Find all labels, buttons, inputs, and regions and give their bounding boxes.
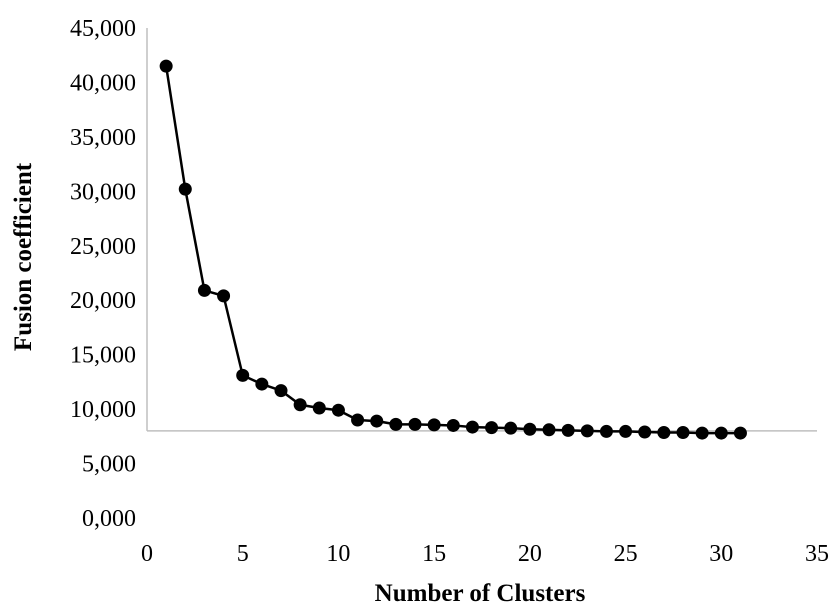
y-tick-label: 35,000 bbox=[70, 125, 136, 151]
y-axis-title: Fusion coefficient bbox=[10, 162, 37, 351]
data-point bbox=[638, 425, 652, 439]
data-point bbox=[178, 182, 192, 196]
y-tick-labels: 0,000 5,000 10,000 15,000 20,000 25,000 30,000… bbox=[70, 16, 136, 532]
data-point bbox=[695, 426, 709, 440]
data-point bbox=[217, 289, 231, 303]
x-tick-label: 30 bbox=[709, 541, 733, 567]
x-tick-label: 35 bbox=[805, 541, 829, 567]
data-point bbox=[370, 414, 384, 428]
data-point bbox=[236, 368, 250, 382]
data-point bbox=[255, 377, 269, 391]
x-tick-label: 20 bbox=[518, 541, 542, 567]
data-point bbox=[312, 401, 326, 415]
x-tick-label: 0 bbox=[141, 541, 153, 567]
data-point bbox=[197, 283, 211, 297]
data-point bbox=[408, 417, 422, 431]
data-point bbox=[542, 423, 556, 437]
data-point bbox=[274, 384, 288, 398]
data-point bbox=[504, 421, 518, 435]
series-line bbox=[164, 65, 741, 435]
data-points bbox=[159, 59, 747, 440]
y-tick-label: 5,000 bbox=[82, 452, 136, 478]
data-point bbox=[159, 59, 173, 73]
data-point bbox=[465, 420, 479, 434]
x-tick-label: 25 bbox=[614, 541, 638, 567]
y-tick-label: 10,000 bbox=[70, 397, 136, 423]
x-axis-title: Number of Clusters bbox=[375, 580, 586, 607]
data-point bbox=[446, 418, 460, 432]
x-tick-labels: 0 5 10 15 20 25 30 35 bbox=[141, 541, 829, 567]
y-tick-label: 25,000 bbox=[70, 234, 136, 260]
data-point bbox=[293, 398, 307, 412]
data-point bbox=[351, 413, 365, 427]
data-point bbox=[599, 424, 613, 438]
data-point bbox=[619, 424, 633, 438]
x-tick-label: 15 bbox=[422, 541, 446, 567]
data-point bbox=[389, 417, 403, 431]
x-tick-label: 5 bbox=[237, 541, 249, 567]
y-tick-label: 0,000 bbox=[82, 506, 136, 532]
x-tick-label: 10 bbox=[326, 541, 350, 567]
y-tick-label: 20,000 bbox=[70, 288, 136, 314]
data-point bbox=[561, 423, 575, 437]
data-point bbox=[331, 403, 345, 417]
y-tick-label: 30,000 bbox=[70, 179, 136, 205]
y-tick-label: 45,000 bbox=[70, 16, 136, 42]
data-point bbox=[580, 424, 594, 438]
data-point bbox=[523, 422, 537, 436]
data-point bbox=[676, 426, 690, 440]
y-tick-label: 15,000 bbox=[70, 343, 136, 369]
data-point bbox=[733, 426, 747, 440]
y-tick-label: 40,000 bbox=[70, 70, 136, 96]
data-point bbox=[485, 421, 499, 435]
data-point bbox=[714, 426, 728, 440]
data-point bbox=[427, 418, 441, 432]
data-point bbox=[657, 426, 671, 440]
